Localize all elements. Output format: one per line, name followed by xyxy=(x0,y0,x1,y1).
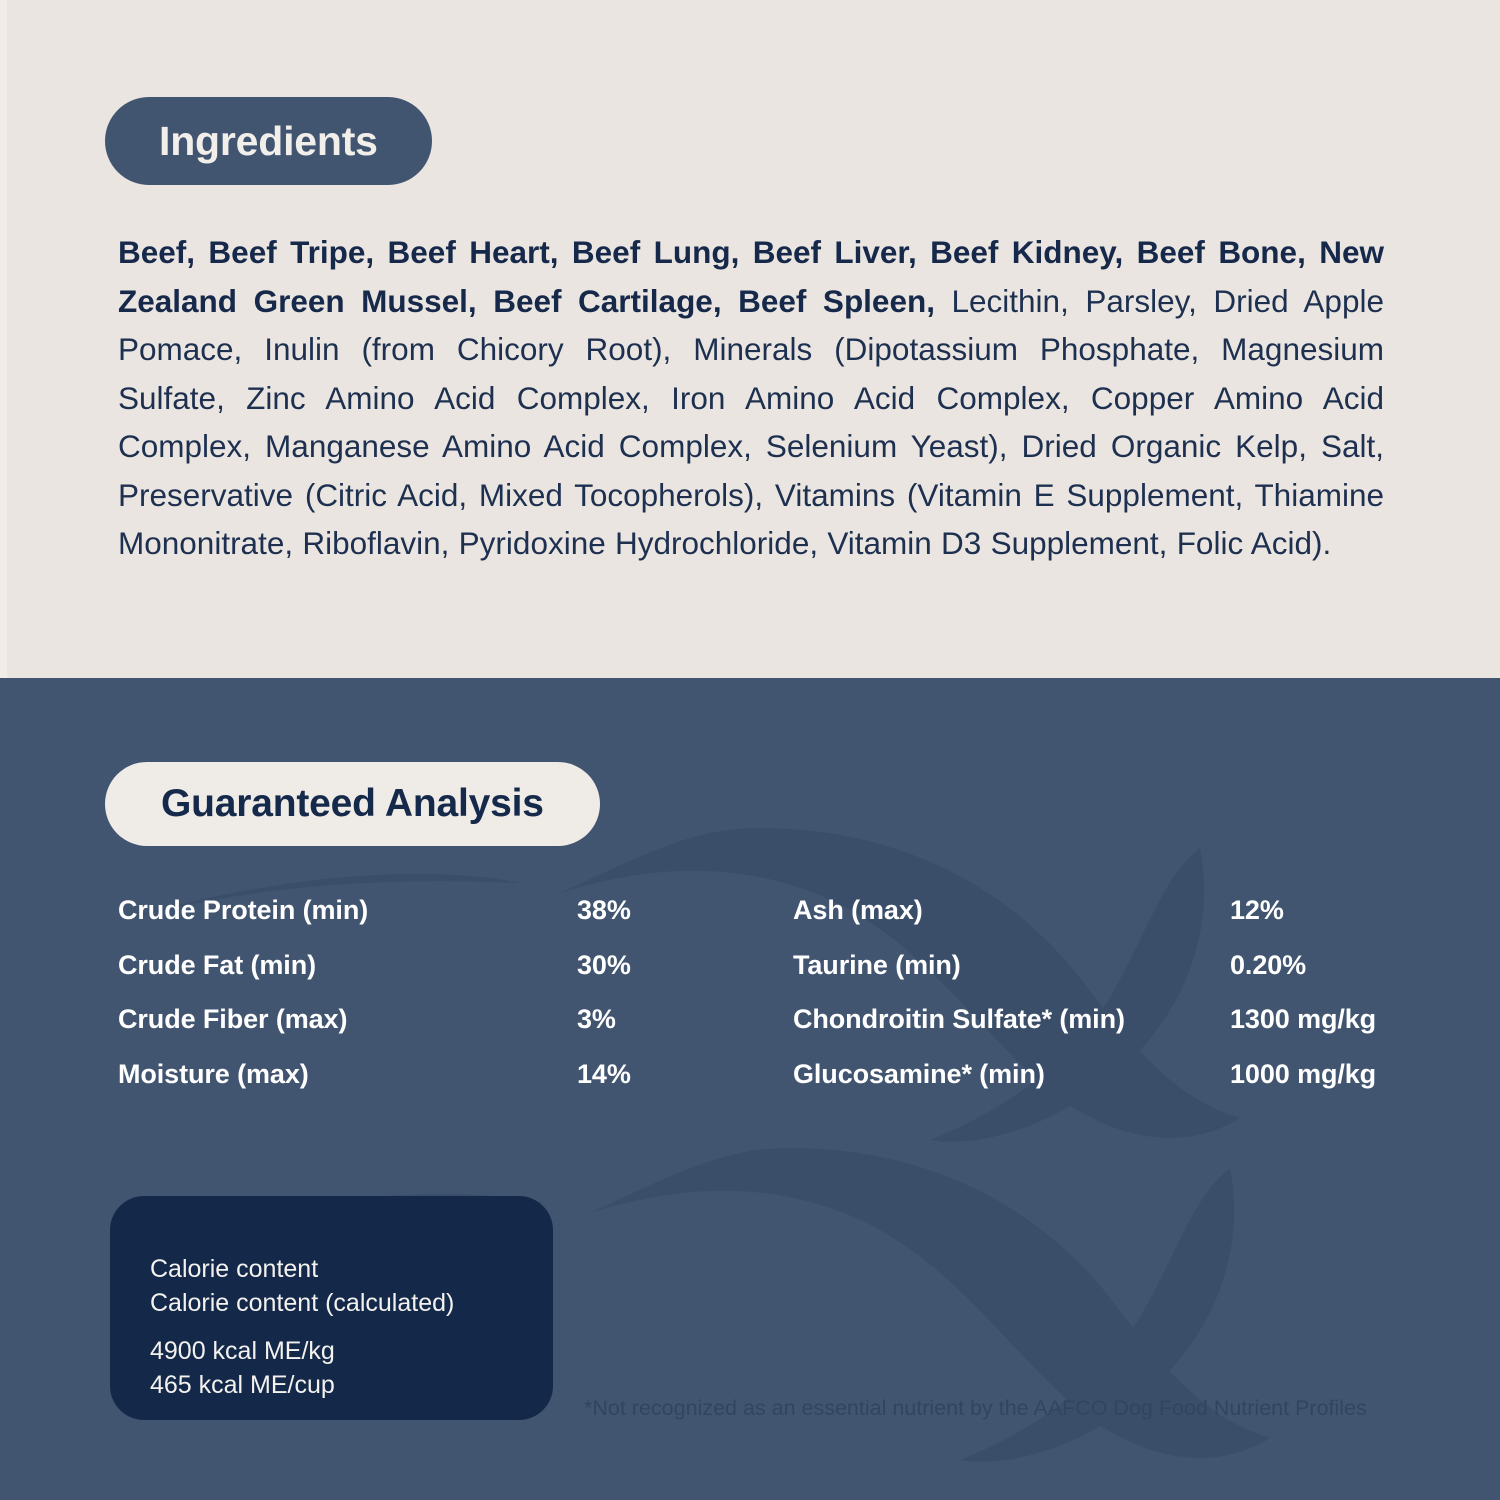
nutrient-label: Ash (max) xyxy=(793,895,923,925)
calorie-value-per-cup: 465 kcal ME/cup xyxy=(150,1371,335,1399)
table-row: Moisture (max) 14% xyxy=(118,1059,793,1114)
nutrient-value: 1300 mg/kg xyxy=(1230,1004,1377,1034)
aafco-footnote: *Not recognized as an essential nutrient… xyxy=(584,1396,1367,1420)
calorie-content-box: Calorie content Calorie content (calcula… xyxy=(110,1196,553,1420)
nutrient-value: 14% xyxy=(577,1058,631,1089)
ingredients-text: Beef, Beef Tripe, Beef Heart, Beef Lung,… xyxy=(118,228,1384,568)
table-row: Crude Protein (min) 38% xyxy=(118,895,793,950)
nutrient-label: Moisture (max) xyxy=(118,1058,309,1089)
ingredients-regular-text: Lecithin, Parsley, Dried Apple Pomace, I… xyxy=(118,282,1384,562)
nutrient-label: Crude Fat (min) xyxy=(118,949,316,980)
analysis-heading-pill: Guaranteed Analysis xyxy=(105,762,600,846)
analysis-left-column: Crude Protein (min) 38% Crude Fat (min) … xyxy=(118,895,793,1113)
nutrient-label: Glucosamine* (min) xyxy=(793,1058,1045,1089)
nutrient-value: 12% xyxy=(1230,895,1284,925)
nutrient-value: 38% xyxy=(577,895,631,925)
nutrient-value: 0.20% xyxy=(1230,949,1307,980)
calorie-value-per-kg: 4900 kcal ME/kg xyxy=(150,1337,335,1365)
nutrient-label: Crude Fiber (max) xyxy=(118,1004,348,1034)
nutrient-label: Chondroitin Sulfate* (min) xyxy=(793,1004,1125,1034)
nutrient-value: 30% xyxy=(577,949,631,980)
table-row: Crude Fiber (max) 3% xyxy=(118,1004,793,1059)
analysis-heading-label: Guaranteed Analysis xyxy=(161,782,544,825)
guaranteed-analysis-table: Crude Protein (min) 38% Crude Fat (min) … xyxy=(118,895,1408,1113)
table-row: Crude Fat (min) 30% xyxy=(118,950,793,1005)
table-row: Ash (max) 12% xyxy=(793,895,1408,950)
calorie-title-line-1: Calorie content xyxy=(150,1255,319,1283)
table-row: Chondroitin Sulfate* (min) 1300 mg/kg xyxy=(793,1004,1408,1059)
ingredients-section: Ingredients Beef, Beef Tripe, Beef Heart… xyxy=(0,0,1500,678)
analysis-right-column: Ash (max) 12% Taurine (min) 0.20% Chondr… xyxy=(793,895,1408,1113)
nutrient-label: Crude Protein (min) xyxy=(118,895,369,925)
ingredients-bold-text: Beef, Beef Tripe, Beef Heart, Beef Lung,… xyxy=(118,234,1384,319)
table-row: Glucosamine* (min) 1000 mg/kg xyxy=(793,1059,1408,1114)
left-edge-highlight xyxy=(0,0,7,678)
guaranteed-analysis-section: Guaranteed Analysis Crude Protein (min) … xyxy=(0,678,1500,1500)
nutrient-label: Taurine (min) xyxy=(793,949,961,980)
table-row: Taurine (min) 0.20% xyxy=(793,950,1408,1005)
calorie-spacer xyxy=(150,1320,553,1334)
ingredients-heading-label: Ingredients xyxy=(159,117,378,164)
nutrient-value: 3% xyxy=(577,1004,616,1034)
calorie-title-line-2: Calorie content (calculated) xyxy=(150,1289,455,1317)
nutrient-value: 1000 mg/kg xyxy=(1230,1058,1377,1089)
ingredients-heading-pill: Ingredients xyxy=(105,97,432,185)
